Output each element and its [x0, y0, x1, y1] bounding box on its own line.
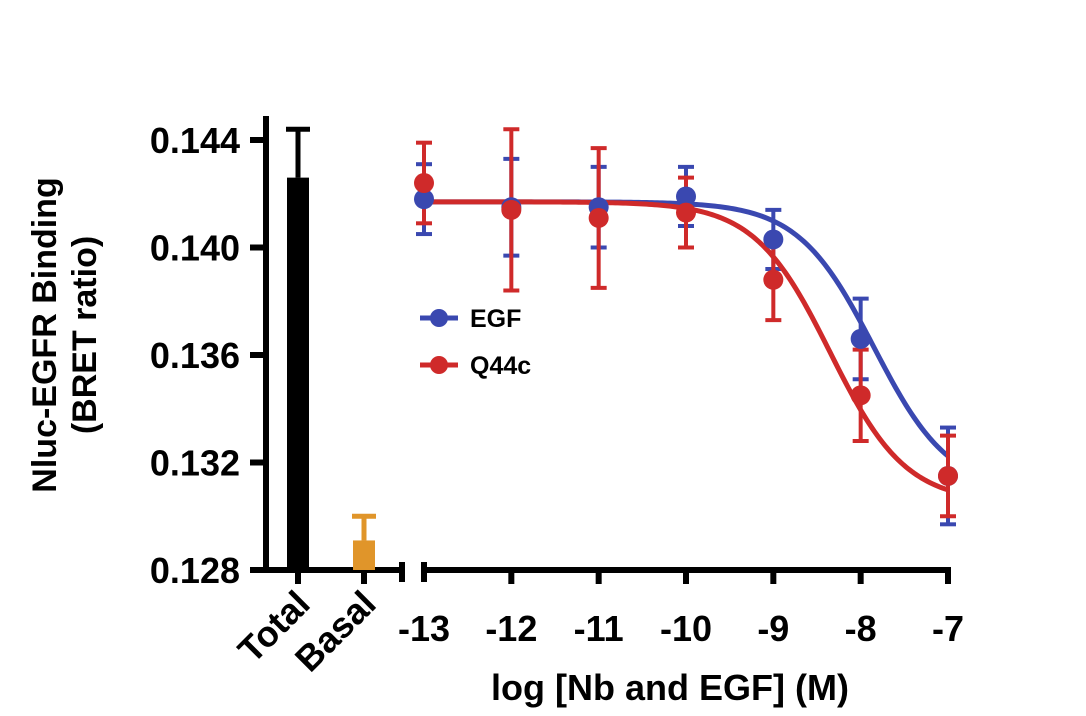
y-tick-label: 0.136 [150, 335, 240, 376]
y-tick-label: 0.128 [150, 550, 240, 591]
data-point-egf [414, 189, 434, 210]
x-tick-label: -8 [845, 608, 877, 649]
y-tick-label: 0.144 [150, 120, 240, 161]
x-tick-label: -10 [660, 608, 712, 649]
bar-basal [353, 540, 375, 570]
data-point-egf [676, 186, 696, 207]
data-point-q44c [588, 207, 609, 228]
data-point-q44c [850, 385, 871, 406]
data-point-q44c [501, 199, 522, 220]
x-tick-label: -9 [757, 608, 789, 649]
x-tick-label: -7 [932, 608, 964, 649]
x-tick-label: -12 [485, 608, 537, 649]
plot-area: 0.128 0.132 0.136 0.140 0.144 -13 -12 -11 -10 -9 -… [150, 116, 964, 680]
data-point-q44c [938, 465, 958, 486]
legend-q44c-marker [430, 356, 448, 374]
bar-total [287, 177, 309, 570]
legend-q44c-label: Q44c [470, 352, 531, 380]
data-point-egf [850, 328, 871, 349]
x-axis-title: log [Nb and EGF] (M) [491, 667, 849, 708]
data-point-q44c [676, 202, 696, 223]
data-point-egf [763, 229, 784, 250]
y-tick-label: 0.140 [150, 228, 240, 269]
legend-egf-marker [430, 309, 448, 327]
legend: EGF Q44c [420, 305, 531, 380]
y-axis-title-line1: Nluc-EGFR Binding [26, 177, 64, 492]
y-tick-label: 0.132 [150, 443, 240, 484]
y-axis-title-line2: (BRET ratio) [66, 236, 104, 434]
x-tick-label: -11 [574, 608, 624, 649]
data-point-q44c [414, 173, 434, 193]
x-tick-label: -13 [398, 608, 450, 649]
data-point-q44c [763, 269, 784, 290]
legend-egf-label: EGF [470, 305, 521, 333]
